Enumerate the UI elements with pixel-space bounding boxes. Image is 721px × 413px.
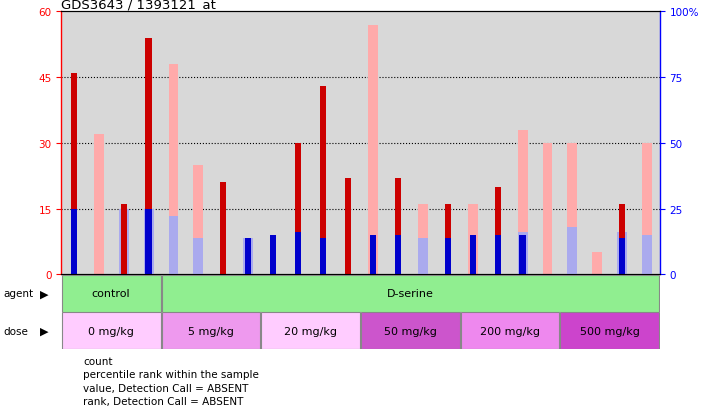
Bar bbox=[169, 217, 179, 275]
Text: agent: agent bbox=[4, 289, 34, 299]
Bar bbox=[169, 65, 179, 275]
Bar bbox=[495, 187, 501, 275]
Text: count: count bbox=[83, 356, 112, 366]
Bar bbox=[519, 235, 526, 275]
Text: 5 mg/kg: 5 mg/kg bbox=[188, 326, 234, 336]
Bar bbox=[71, 209, 77, 275]
Bar bbox=[445, 238, 451, 275]
Bar bbox=[361, 313, 460, 349]
Bar bbox=[193, 165, 203, 275]
Text: control: control bbox=[92, 289, 131, 299]
Text: 0 mg/kg: 0 mg/kg bbox=[88, 326, 134, 336]
Bar bbox=[619, 238, 625, 275]
Bar bbox=[146, 209, 151, 275]
Bar bbox=[445, 205, 451, 275]
Bar bbox=[395, 178, 401, 275]
Bar bbox=[518, 233, 528, 275]
Bar bbox=[418, 238, 428, 275]
Bar bbox=[567, 143, 578, 275]
Bar bbox=[162, 275, 659, 312]
Bar bbox=[143, 209, 154, 275]
Text: ▶: ▶ bbox=[40, 289, 48, 299]
Bar bbox=[120, 205, 127, 275]
Bar bbox=[245, 238, 252, 275]
Bar bbox=[94, 135, 104, 275]
Bar bbox=[320, 87, 326, 275]
Bar bbox=[320, 238, 326, 275]
Text: 200 mg/kg: 200 mg/kg bbox=[480, 326, 540, 336]
Text: GDS3643 / 1393121_at: GDS3643 / 1393121_at bbox=[61, 0, 216, 11]
Text: 20 mg/kg: 20 mg/kg bbox=[284, 326, 337, 336]
Bar bbox=[619, 205, 625, 275]
Bar bbox=[71, 74, 77, 275]
Text: ▶: ▶ bbox=[40, 326, 48, 336]
Bar bbox=[518, 131, 528, 275]
Bar bbox=[395, 235, 401, 275]
Bar bbox=[370, 235, 376, 275]
Bar bbox=[368, 26, 378, 275]
Bar bbox=[468, 205, 478, 275]
Bar bbox=[146, 39, 151, 275]
Bar bbox=[418, 205, 428, 275]
Bar bbox=[642, 143, 653, 275]
Text: percentile rank within the sample: percentile rank within the sample bbox=[83, 370, 259, 380]
Bar bbox=[345, 178, 351, 275]
Bar bbox=[119, 209, 128, 275]
Bar bbox=[261, 313, 360, 349]
Bar bbox=[62, 313, 161, 349]
Bar bbox=[593, 253, 602, 275]
Text: D-serine: D-serine bbox=[387, 289, 434, 299]
Text: 500 mg/kg: 500 mg/kg bbox=[580, 326, 640, 336]
Bar bbox=[243, 238, 253, 275]
Bar bbox=[495, 235, 501, 275]
Text: value, Detection Call = ABSENT: value, Detection Call = ABSENT bbox=[83, 383, 248, 393]
Bar bbox=[469, 235, 476, 275]
Bar bbox=[162, 313, 260, 349]
Bar bbox=[295, 143, 301, 275]
Bar bbox=[567, 228, 578, 275]
Bar bbox=[220, 183, 226, 275]
Bar bbox=[62, 275, 161, 312]
Bar bbox=[642, 235, 653, 275]
Bar bbox=[560, 313, 659, 349]
Bar bbox=[270, 235, 276, 275]
Bar bbox=[193, 238, 203, 275]
Bar bbox=[617, 233, 627, 275]
Bar bbox=[295, 233, 301, 275]
Bar bbox=[542, 143, 552, 275]
Text: 50 mg/kg: 50 mg/kg bbox=[384, 326, 437, 336]
Text: dose: dose bbox=[4, 326, 29, 336]
Bar bbox=[461, 313, 559, 349]
Text: rank, Detection Call = ABSENT: rank, Detection Call = ABSENT bbox=[83, 396, 243, 406]
